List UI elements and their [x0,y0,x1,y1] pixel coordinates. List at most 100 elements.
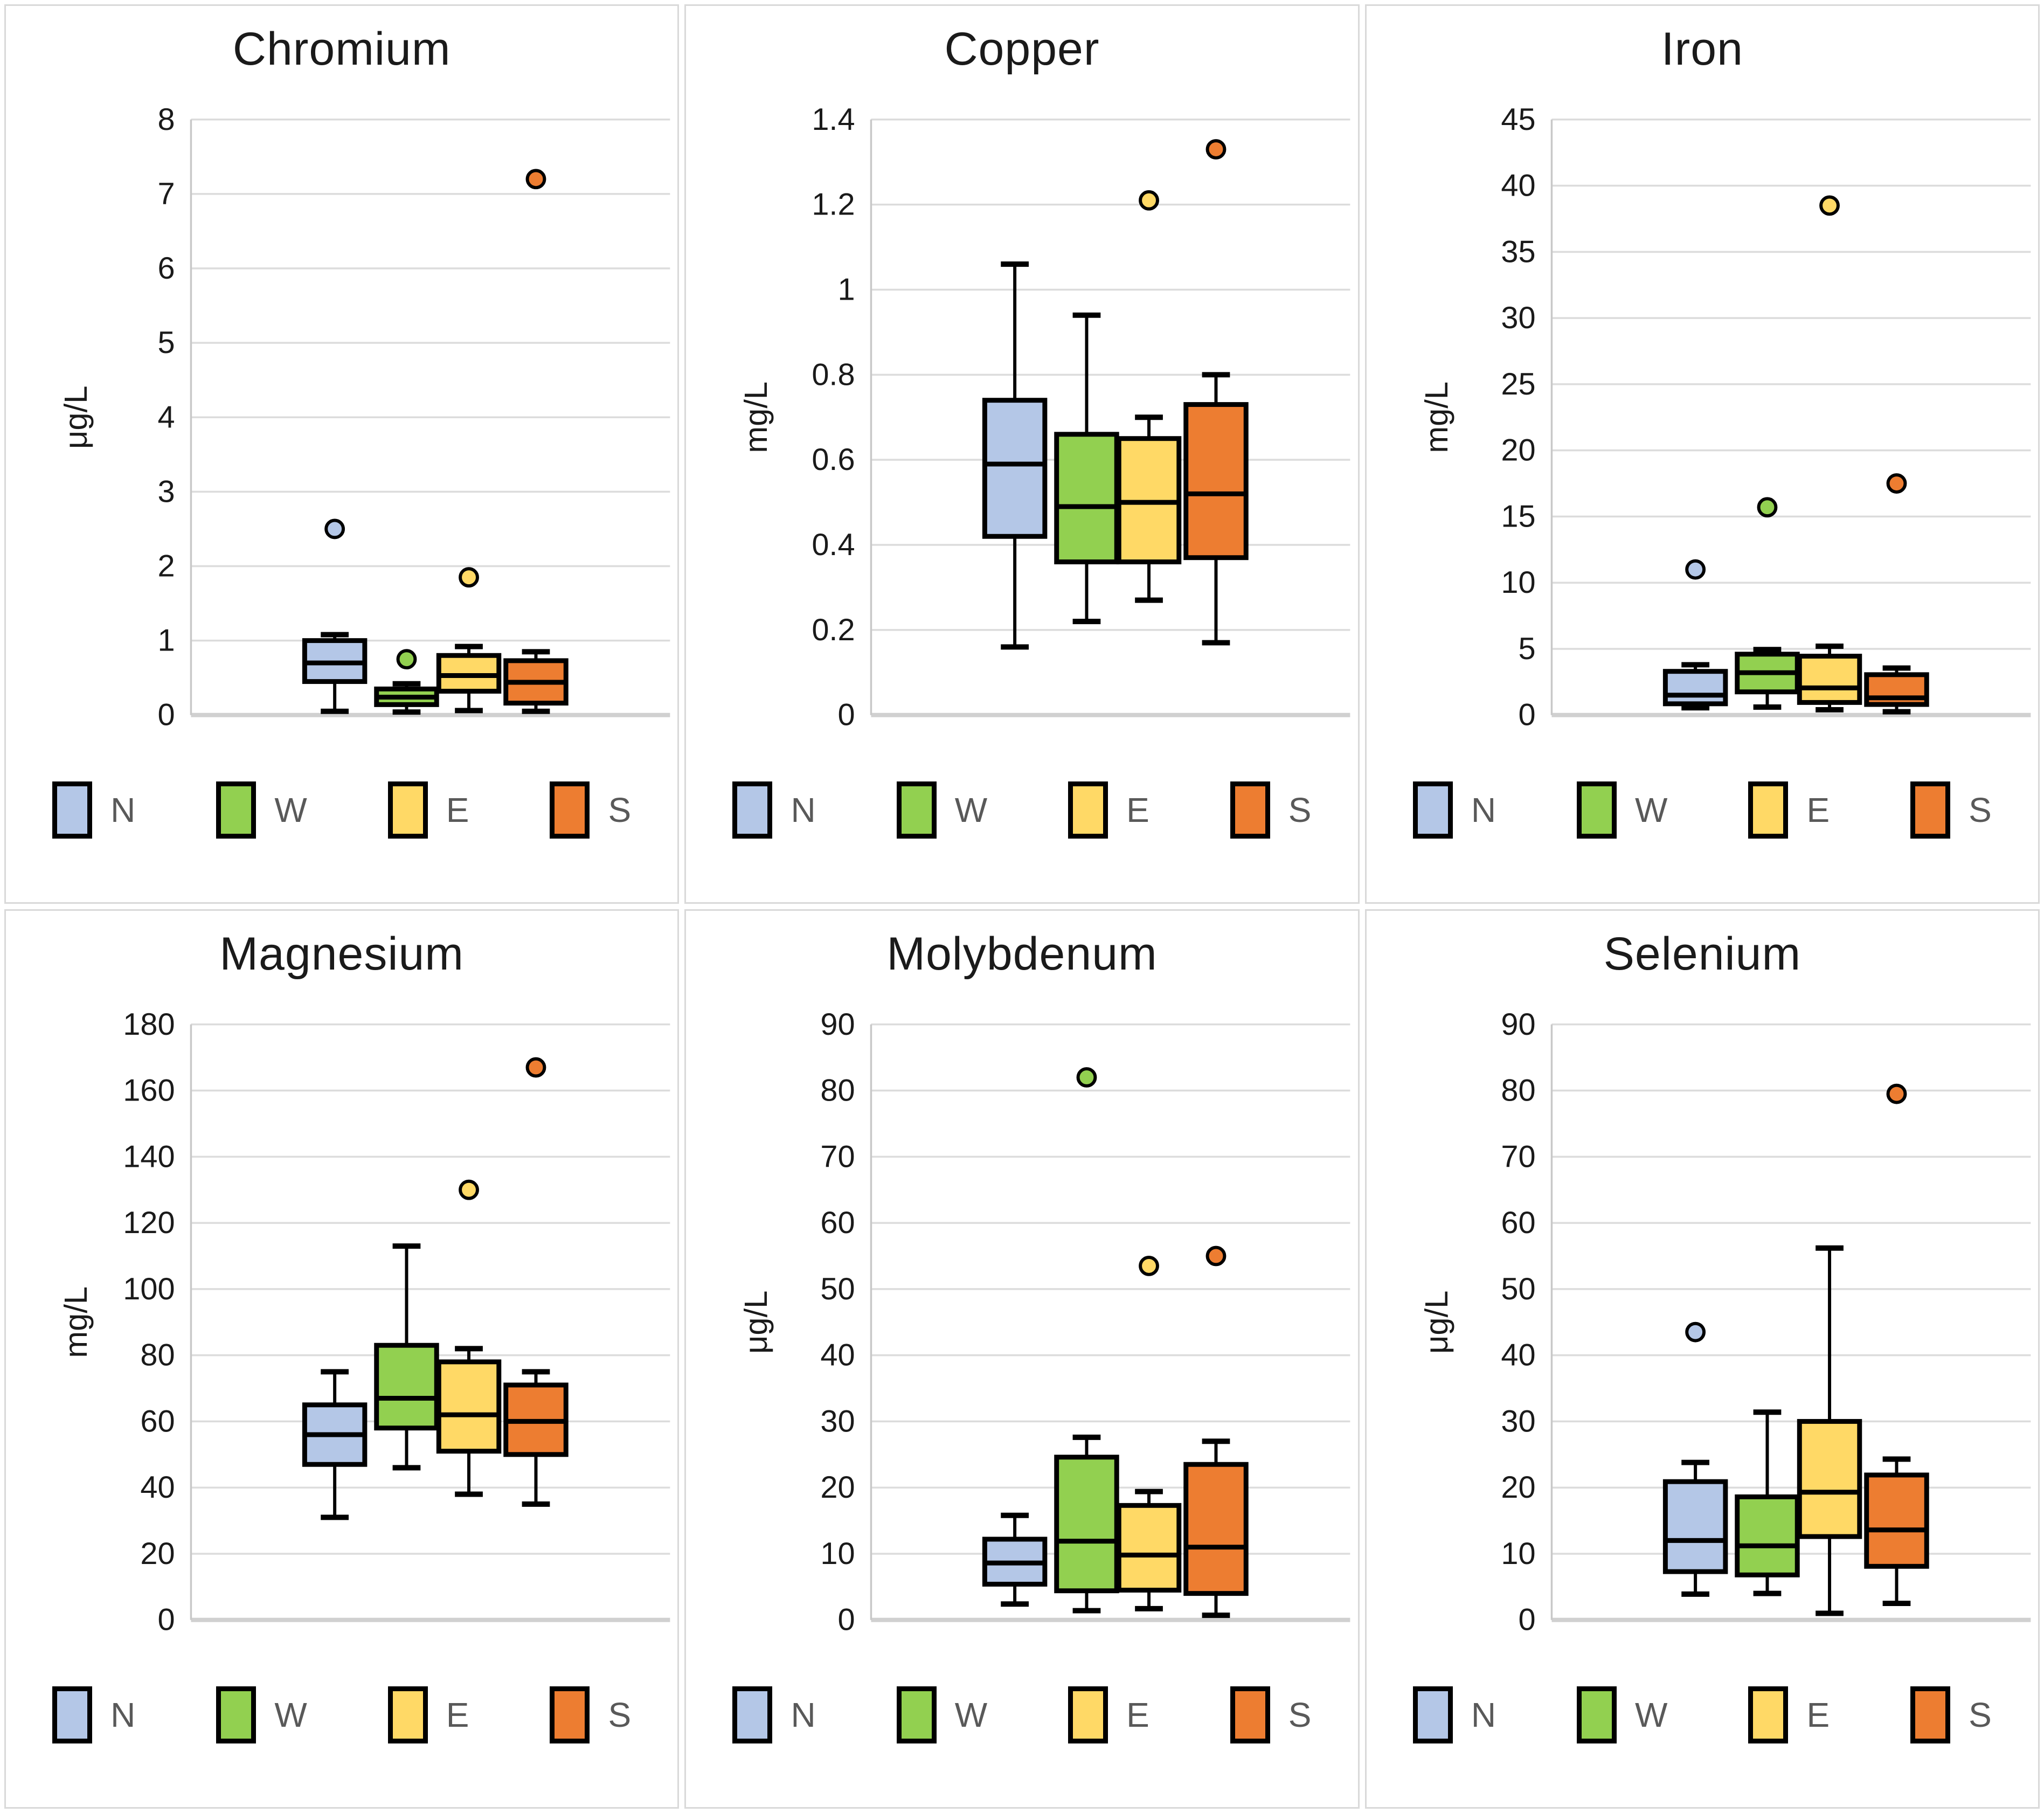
y-tick-label: 0.4 [812,528,855,562]
legend-item-w: W [896,1686,988,1743]
chart-panel-molybdenum: Molybdenum 0 10 20 30 40 50 60 70 80 90 μg/L N W E S [684,909,1360,1809]
chart-title: Molybdenum [886,928,1158,980]
box-iqr [1117,1503,1182,1593]
legend-label: W [1635,790,1668,829]
legend-label: W [954,1695,988,1734]
y-tick-label: 7 [157,177,175,211]
legend-label: S [1969,1695,1992,1734]
y-tick-label: 10 [1501,1537,1535,1571]
y-tick-label: 60 [140,1404,175,1439]
y-tick-label: 25 [1501,367,1535,402]
plot-area-wrap: 0 5 10 15 20 25 30 35 40 45 mg/L [1367,93,2038,755]
legend-swatch-icon [1230,781,1270,839]
legend-label: S [1288,790,1312,829]
y-tick-label: 40 [821,1338,855,1373]
y-tick-label: 0.8 [812,358,855,392]
y-tick-label: 40 [1501,169,1535,203]
boxplot-series-n [1662,559,1728,711]
legend-swatch-icon [732,1686,773,1743]
outlier-point [1757,497,1778,518]
legend-label: W [274,790,307,829]
y-tick-label: 0 [1518,698,1535,732]
boxplot-series-e [1117,190,1182,604]
legend-item-n: N [52,781,135,839]
y-tick-label: 100 [123,1272,175,1306]
legend-swatch-icon [1068,1686,1108,1743]
legend-label: E [1126,790,1149,829]
outlier-point [525,1057,546,1078]
y-tick-label: 70 [1501,1140,1535,1174]
legend-item-e: E [387,781,469,839]
y-tick-label: 5 [1518,632,1535,666]
boxplot-series-n [1662,1322,1728,1597]
y-tick-label: 20 [821,1471,855,1505]
legend-label: E [446,1695,469,1734]
y-tick-label: 20 [1501,433,1535,468]
box-iqr [1734,1494,1800,1578]
legend-label: N [110,1695,136,1734]
y-tick-label: 1 [157,624,175,658]
y-tick-label: 20 [140,1537,175,1571]
legend-item-s: S [1230,1686,1311,1743]
legend-swatch-icon [732,781,773,839]
y-tick-label: 0 [1518,1603,1535,1637]
y-tick-label: 0 [157,1603,175,1637]
legend-label: E [1806,1695,1830,1734]
y-tick-label: 80 [1501,1074,1535,1108]
y-tick-label: 1.4 [812,102,855,137]
y-tick-label: 30 [1501,301,1535,336]
legend-label: W [274,1695,307,1734]
legend-item-w: W [1577,781,1667,839]
legend-swatch-icon [1230,1686,1270,1743]
outlier-point [1685,559,1706,580]
legend-swatch-icon [1412,781,1453,839]
y-axis-unit-label: mg/L [738,382,774,453]
box-iqr [1054,1455,1120,1594]
legend-swatch-icon [387,1686,428,1743]
boxplot-series-s [1183,1245,1249,1618]
chart-title: Copper [944,23,1100,75]
box-iqr [374,1343,439,1431]
legend-swatch-icon [1068,781,1108,839]
outlier-point [1139,1256,1160,1277]
legend-label: E [1806,790,1830,829]
legend-item-e: E [1068,1686,1149,1743]
outlier-point [1076,1067,1097,1088]
y-tick-label: 70 [821,1140,855,1174]
y-tick-label: 80 [140,1338,175,1373]
y-tick-label: 40 [1501,1338,1535,1373]
outlier-point [396,649,417,670]
outlier-point [1886,473,1907,494]
chart-title: Magnesium [219,928,464,980]
plot-area-wrap: 0 10 20 30 40 50 60 70 80 90 μg/L [686,998,1357,1660]
boxplot-canvas: 0 20 40 60 80 100 120 140 160 180 mg/L [58,1007,670,1637]
y-axis-unit-label: μg/L [1418,1291,1454,1354]
y-tick-label: 15 [1501,500,1535,534]
legend-item-n: N [52,1686,135,1743]
y-tick-label: 10 [821,1537,855,1571]
legend-item-s: S [550,1686,631,1743]
y-tick-label: 3 [157,475,175,509]
boxplot-series-s [1183,139,1249,646]
boxplot-series-w [1054,1067,1120,1614]
boxplot-series-e [1117,1256,1182,1612]
chart-title: Chromium [232,23,451,75]
chart-panel-chromium: Chromium 0 1 2 3 4 5 6 7 8 μg/L N W E S [4,4,680,904]
legend-item-s: S [550,781,631,839]
legend-item-s: S [1910,781,1992,839]
boxplot-series-e [436,1180,502,1497]
boxplot-series-n [302,518,368,715]
legend-label: N [1471,790,1496,829]
y-tick-label: 20 [1501,1471,1535,1505]
chart-title: Iron [1661,23,1743,75]
box-iqr [436,1359,502,1454]
outlier-point [1139,190,1160,211]
y-tick-label: 45 [1501,102,1535,137]
boxplot-series-s [503,169,569,715]
